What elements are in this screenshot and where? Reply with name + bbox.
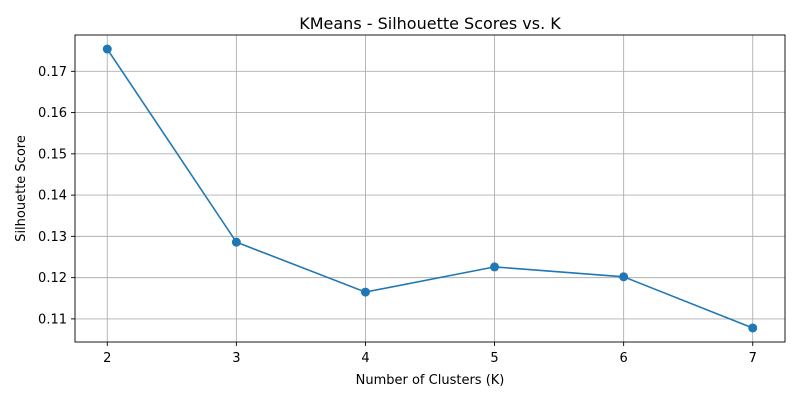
series-line xyxy=(106,48,754,329)
chart-title: KMeans - Silhouette Scores vs. K xyxy=(299,14,561,33)
y-tick-label: 0.13 xyxy=(38,230,67,245)
data-point xyxy=(748,323,758,333)
data-point xyxy=(231,237,241,247)
data-point xyxy=(619,272,629,282)
y-tick-label: 0.14 xyxy=(38,189,67,204)
x-tick-label: 4 xyxy=(361,351,369,366)
x-tick-label: 6 xyxy=(619,351,627,366)
y-tick-label: 0.11 xyxy=(38,312,67,327)
grid-layer xyxy=(75,35,785,342)
x-tick-label: 3 xyxy=(232,351,240,366)
y-tick-label: 0.15 xyxy=(38,147,67,162)
data-point xyxy=(490,262,500,272)
x-tick-label: 5 xyxy=(490,351,498,366)
data-point xyxy=(102,44,112,54)
data-point xyxy=(360,287,370,297)
series-layer xyxy=(102,44,758,333)
ticks-layer: 2 3 4 5 6 7 0.11 0.12 0.13 0.14 0.15 0.16 0.17 xyxy=(38,65,757,366)
y-tick-label: 0.16 xyxy=(38,106,67,121)
plot-frame xyxy=(74,34,786,343)
x-tick-label: 2 xyxy=(103,351,111,366)
x-tick-label: 7 xyxy=(749,351,757,366)
y-tick-label: 0.12 xyxy=(38,271,67,286)
x-axis-label: Number of Clusters (K) xyxy=(356,373,505,388)
y-tick-label: 0.17 xyxy=(38,65,67,80)
y-axis-label: Silhouette Score xyxy=(14,135,29,242)
